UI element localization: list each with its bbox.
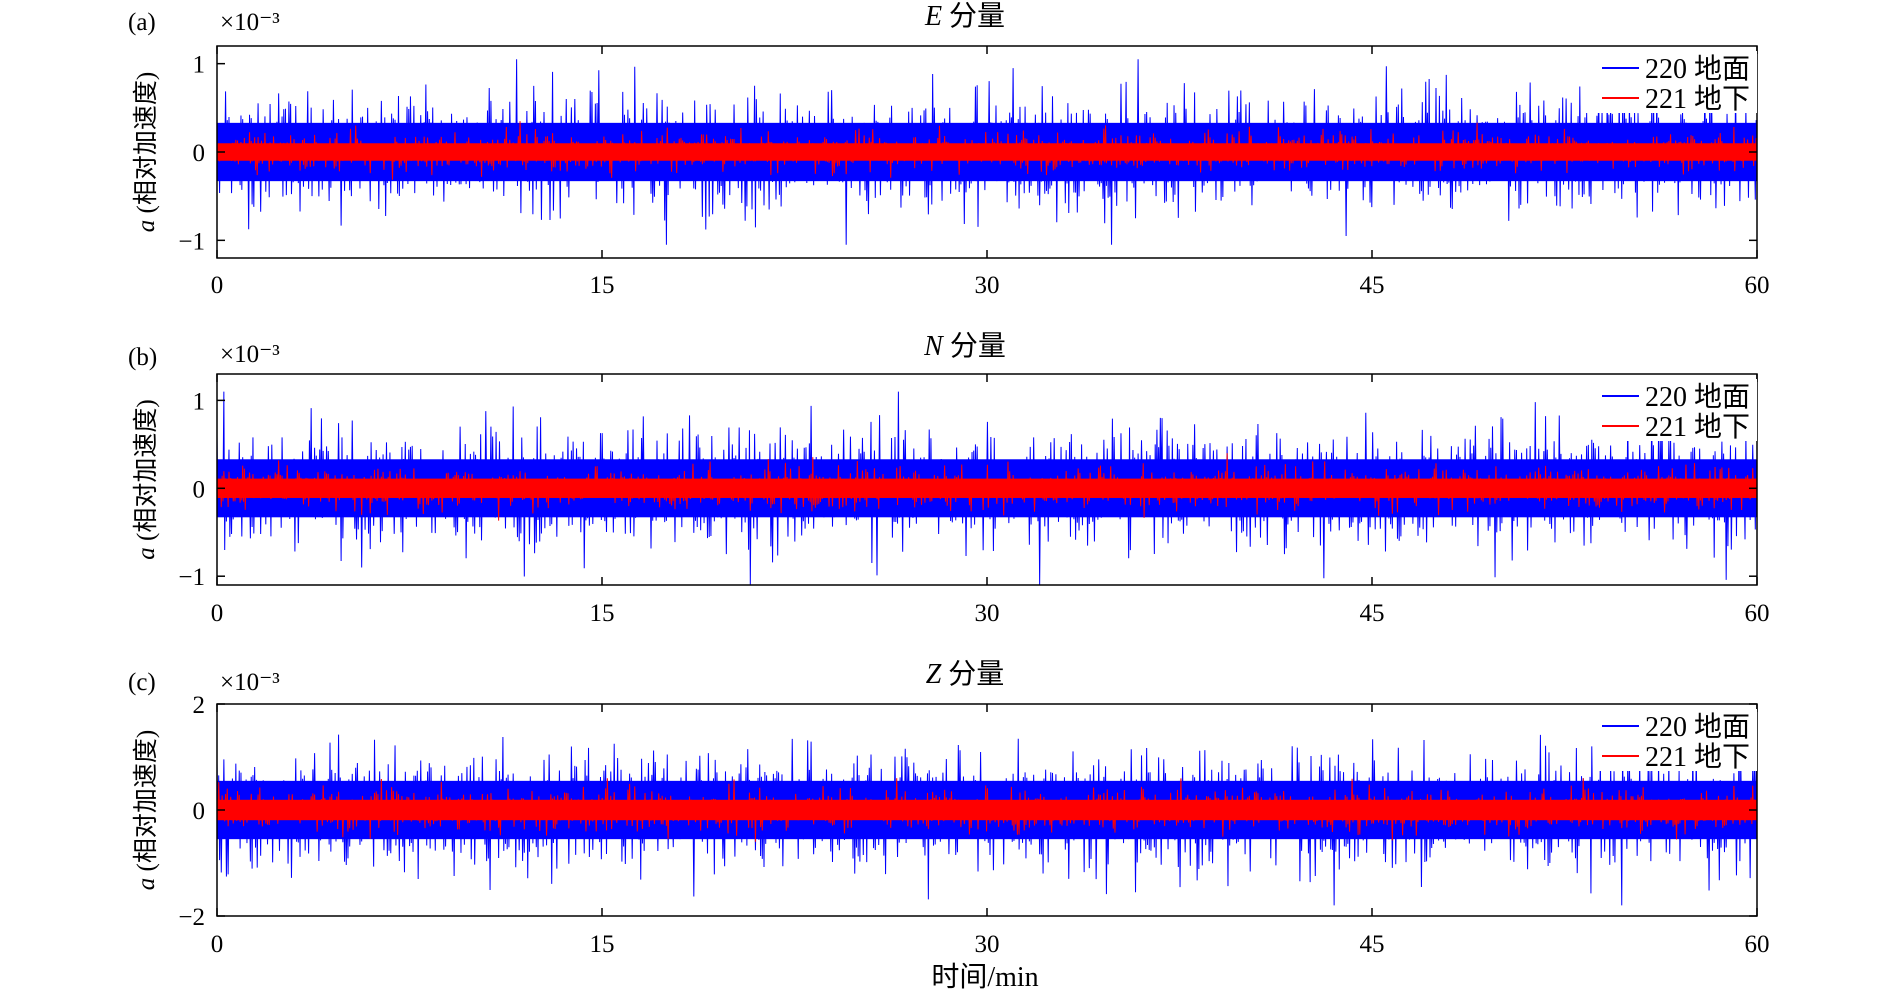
y-multiplier: ×10⁻³ xyxy=(220,341,280,368)
series-line-2 xyxy=(217,121,1757,180)
x-tick-label: 0 xyxy=(211,272,224,299)
plot-area xyxy=(217,734,1757,906)
x-axis-label: 时间/min xyxy=(931,961,1038,993)
x-tick-label: 0 xyxy=(211,600,224,627)
x-tick-label: 0 xyxy=(211,931,224,958)
y-axis-label: a (相对加速度) xyxy=(132,399,160,559)
legend-box xyxy=(1594,379,1757,441)
x-tick-label: 15 xyxy=(590,931,615,958)
series-line-2 xyxy=(217,453,1757,521)
y-axis-label: a (相对加速度) xyxy=(132,72,160,232)
plot-area xyxy=(217,391,1757,585)
y-tick-label: −1 xyxy=(178,564,205,591)
y-tick-label: −1 xyxy=(178,228,205,255)
plot-area xyxy=(217,59,1757,245)
x-tick-label: 45 xyxy=(1360,600,1385,627)
series-line-2 xyxy=(217,778,1757,842)
chart-title: N 分量 xyxy=(923,331,1006,362)
y-tick-label: 1 xyxy=(193,388,206,415)
chart-title: E 分量 xyxy=(924,1,1005,32)
y-tick-label: 2 xyxy=(193,692,206,719)
legend-box xyxy=(1594,51,1757,113)
legend-entry-2: 221 地下 xyxy=(1645,83,1750,115)
legend-box xyxy=(1594,709,1757,771)
y-axis-label: a (相对加速度) xyxy=(132,730,160,890)
y-tick-label: 0 xyxy=(193,798,206,825)
y-tick-label: 0 xyxy=(193,476,206,503)
x-tick-label: 30 xyxy=(975,600,1000,627)
panel-label: (b) xyxy=(128,344,157,371)
legend-entry-2: 221 地下 xyxy=(1645,741,1750,773)
y-tick-label: −2 xyxy=(178,904,205,931)
x-tick-label: 15 xyxy=(590,600,615,627)
series-line-1 xyxy=(217,391,1757,585)
legend-entry-2: 221 地下 xyxy=(1645,411,1750,443)
panel-label: (a) xyxy=(128,9,156,36)
legend-entry-1: 220 地面 xyxy=(1645,381,1750,413)
chart-title: Z 分量 xyxy=(926,659,1005,690)
legend-entry-1: 220 地面 xyxy=(1645,53,1750,85)
x-tick-label: 15 xyxy=(590,272,615,299)
panel-label: (c) xyxy=(128,669,156,696)
x-tick-label: 60 xyxy=(1745,931,1770,958)
y-multiplier: ×10⁻³ xyxy=(220,9,280,36)
x-tick-label: 30 xyxy=(975,272,1000,299)
y-multiplier: ×10⁻³ xyxy=(220,669,280,696)
legend-entry-1: 220 地面 xyxy=(1645,711,1750,743)
x-tick-label: 45 xyxy=(1360,931,1385,958)
x-tick-label: 60 xyxy=(1745,272,1770,299)
x-tick-label: 60 xyxy=(1745,600,1770,627)
y-tick-label: 0 xyxy=(193,140,206,167)
x-tick-label: 30 xyxy=(975,931,1000,958)
x-tick-label: 45 xyxy=(1360,272,1385,299)
y-tick-label: 1 xyxy=(193,52,206,79)
